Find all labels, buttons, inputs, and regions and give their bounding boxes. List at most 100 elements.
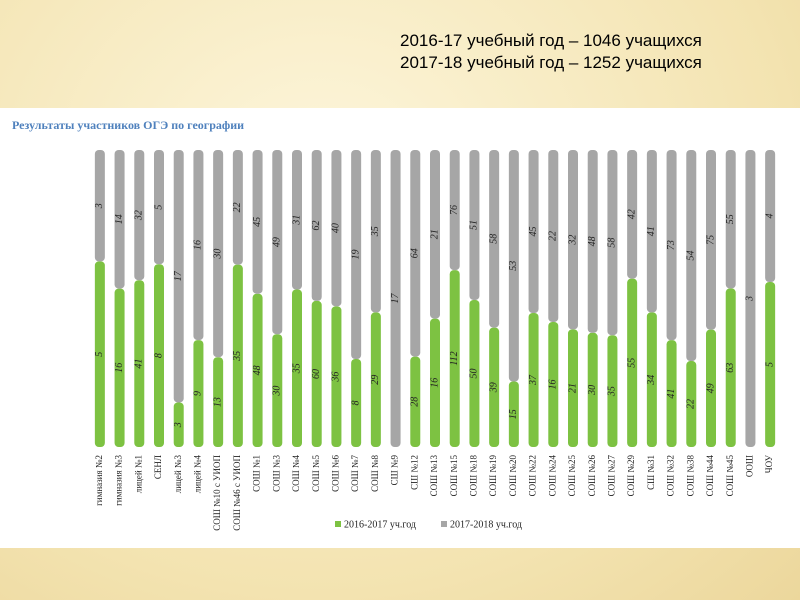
data-label: 112 <box>449 351 460 365</box>
bar-segment <box>213 357 224 447</box>
data-label: 17 <box>173 270 184 281</box>
bar-segment <box>311 300 322 447</box>
data-label: 58 <box>607 238 618 248</box>
bar-segment <box>607 150 618 336</box>
header-line: 2017-18 учебный год – 1252 учащихся <box>400 53 702 72</box>
data-label: 21 <box>567 383 578 393</box>
bar-segment <box>114 288 125 447</box>
x-tick-label: СОШ №15 <box>449 455 459 497</box>
bar-segment <box>331 150 342 307</box>
bar-segment <box>351 150 362 359</box>
x-tick-label: СОШ №5 <box>311 455 321 492</box>
data-label: 75 <box>705 235 716 245</box>
bar-segment <box>410 356 421 447</box>
x-tick-label: СОШ №32 <box>666 455 676 496</box>
bar-segment <box>508 150 519 382</box>
data-label: 53 <box>508 261 519 271</box>
x-tick-label: лицей №4 <box>192 455 202 494</box>
legend-swatch <box>335 521 341 527</box>
data-label: 8 <box>153 353 164 358</box>
data-label: 51 <box>469 220 480 230</box>
data-label: 13 <box>212 397 223 407</box>
x-tick-label: СОШ №27 <box>606 455 616 497</box>
data-label: 36 <box>331 372 342 383</box>
data-label: 49 <box>272 237 283 247</box>
data-label: 5 <box>94 352 105 357</box>
header-line: 2016-17 учебный год – 1046 учащихся <box>400 31 702 50</box>
bar-segment <box>252 150 263 294</box>
bar-segment <box>430 318 440 447</box>
x-tick-label: СОШ №7 <box>350 455 360 492</box>
x-tick-label: СОШ №25 <box>567 455 577 497</box>
data-label: 40 <box>331 223 342 233</box>
data-label: 21 <box>429 229 440 239</box>
data-label: 16 <box>429 378 440 388</box>
bar-segment <box>311 150 322 301</box>
bar-segment <box>449 270 460 447</box>
data-label: 45 <box>528 226 539 236</box>
data-label: 3 <box>94 203 105 209</box>
bar-segment <box>232 264 243 447</box>
bar-segment <box>607 335 618 447</box>
bar-segment <box>272 150 283 335</box>
data-label: 22 <box>232 202 243 212</box>
x-tick-label: СОШ №38 <box>685 455 695 497</box>
data-label: 9 <box>193 391 204 396</box>
data-label: 35 <box>370 226 381 237</box>
data-label: 30 <box>212 249 223 260</box>
x-tick-label: СОШ №13 <box>429 455 439 497</box>
data-label: 5 <box>764 362 775 367</box>
data-label: 4 <box>764 214 775 219</box>
data-label: 16 <box>193 240 204 250</box>
data-label: 3 <box>173 422 184 428</box>
bar-segment <box>449 150 460 271</box>
x-tick-label: СОШ №20 <box>508 455 518 497</box>
bar-segment <box>627 150 638 279</box>
bar-segment <box>154 264 164 447</box>
bar-segment <box>706 329 716 447</box>
bar-segment <box>745 150 756 447</box>
data-label: 3 <box>745 296 756 302</box>
bar-segment <box>469 299 480 447</box>
bar-segment <box>706 150 716 330</box>
data-label: 60 <box>311 369 322 379</box>
x-tick-label: СОШ №4 <box>291 455 301 492</box>
bar-segment <box>252 293 263 447</box>
bar-segment <box>765 150 776 282</box>
bar-segment <box>114 150 125 289</box>
bar-segment <box>370 312 381 447</box>
data-label: 15 <box>508 409 519 419</box>
bar-segment <box>232 150 243 265</box>
bar-segment <box>587 150 598 333</box>
data-label: 32 <box>567 235 578 246</box>
x-tick-label: СОШ №6 <box>330 455 340 492</box>
bar-segment <box>390 150 401 447</box>
data-label: 76 <box>449 205 460 215</box>
x-tick-label: ЧОУ <box>764 454 774 473</box>
x-tick-label: СОШ №10 с УИОП <box>212 455 222 531</box>
data-label: 30 <box>272 386 283 397</box>
data-label: 55 <box>725 214 736 224</box>
bar-segment <box>765 282 776 447</box>
x-tick-label: СОШ №22 <box>528 455 538 496</box>
chart: Результаты участников ОГЭ по географии 5… <box>0 108 800 548</box>
data-label: 64 <box>410 248 421 258</box>
data-label: 35 <box>607 386 618 397</box>
data-label: 45 <box>252 217 263 227</box>
bar-segment <box>646 150 657 313</box>
legend-label: 2016-2017 уч.год <box>344 519 416 530</box>
x-tick-label: СОШ №46 с УИОП <box>232 455 242 531</box>
data-label: 17 <box>390 293 401 304</box>
bar-segment <box>548 321 559 447</box>
bar-segment <box>627 278 638 447</box>
chart-title: Результаты участников ОГЭ по географии <box>12 118 244 132</box>
x-tick-label: лицей №3 <box>173 455 183 494</box>
bar-segment <box>370 150 381 313</box>
data-label: 62 <box>311 220 322 230</box>
x-tick-label: СОШ №8 <box>370 455 380 492</box>
data-label: 35 <box>232 351 243 362</box>
bar-segment <box>548 150 559 322</box>
bar-segment <box>213 150 224 358</box>
bar-segment <box>134 150 145 281</box>
